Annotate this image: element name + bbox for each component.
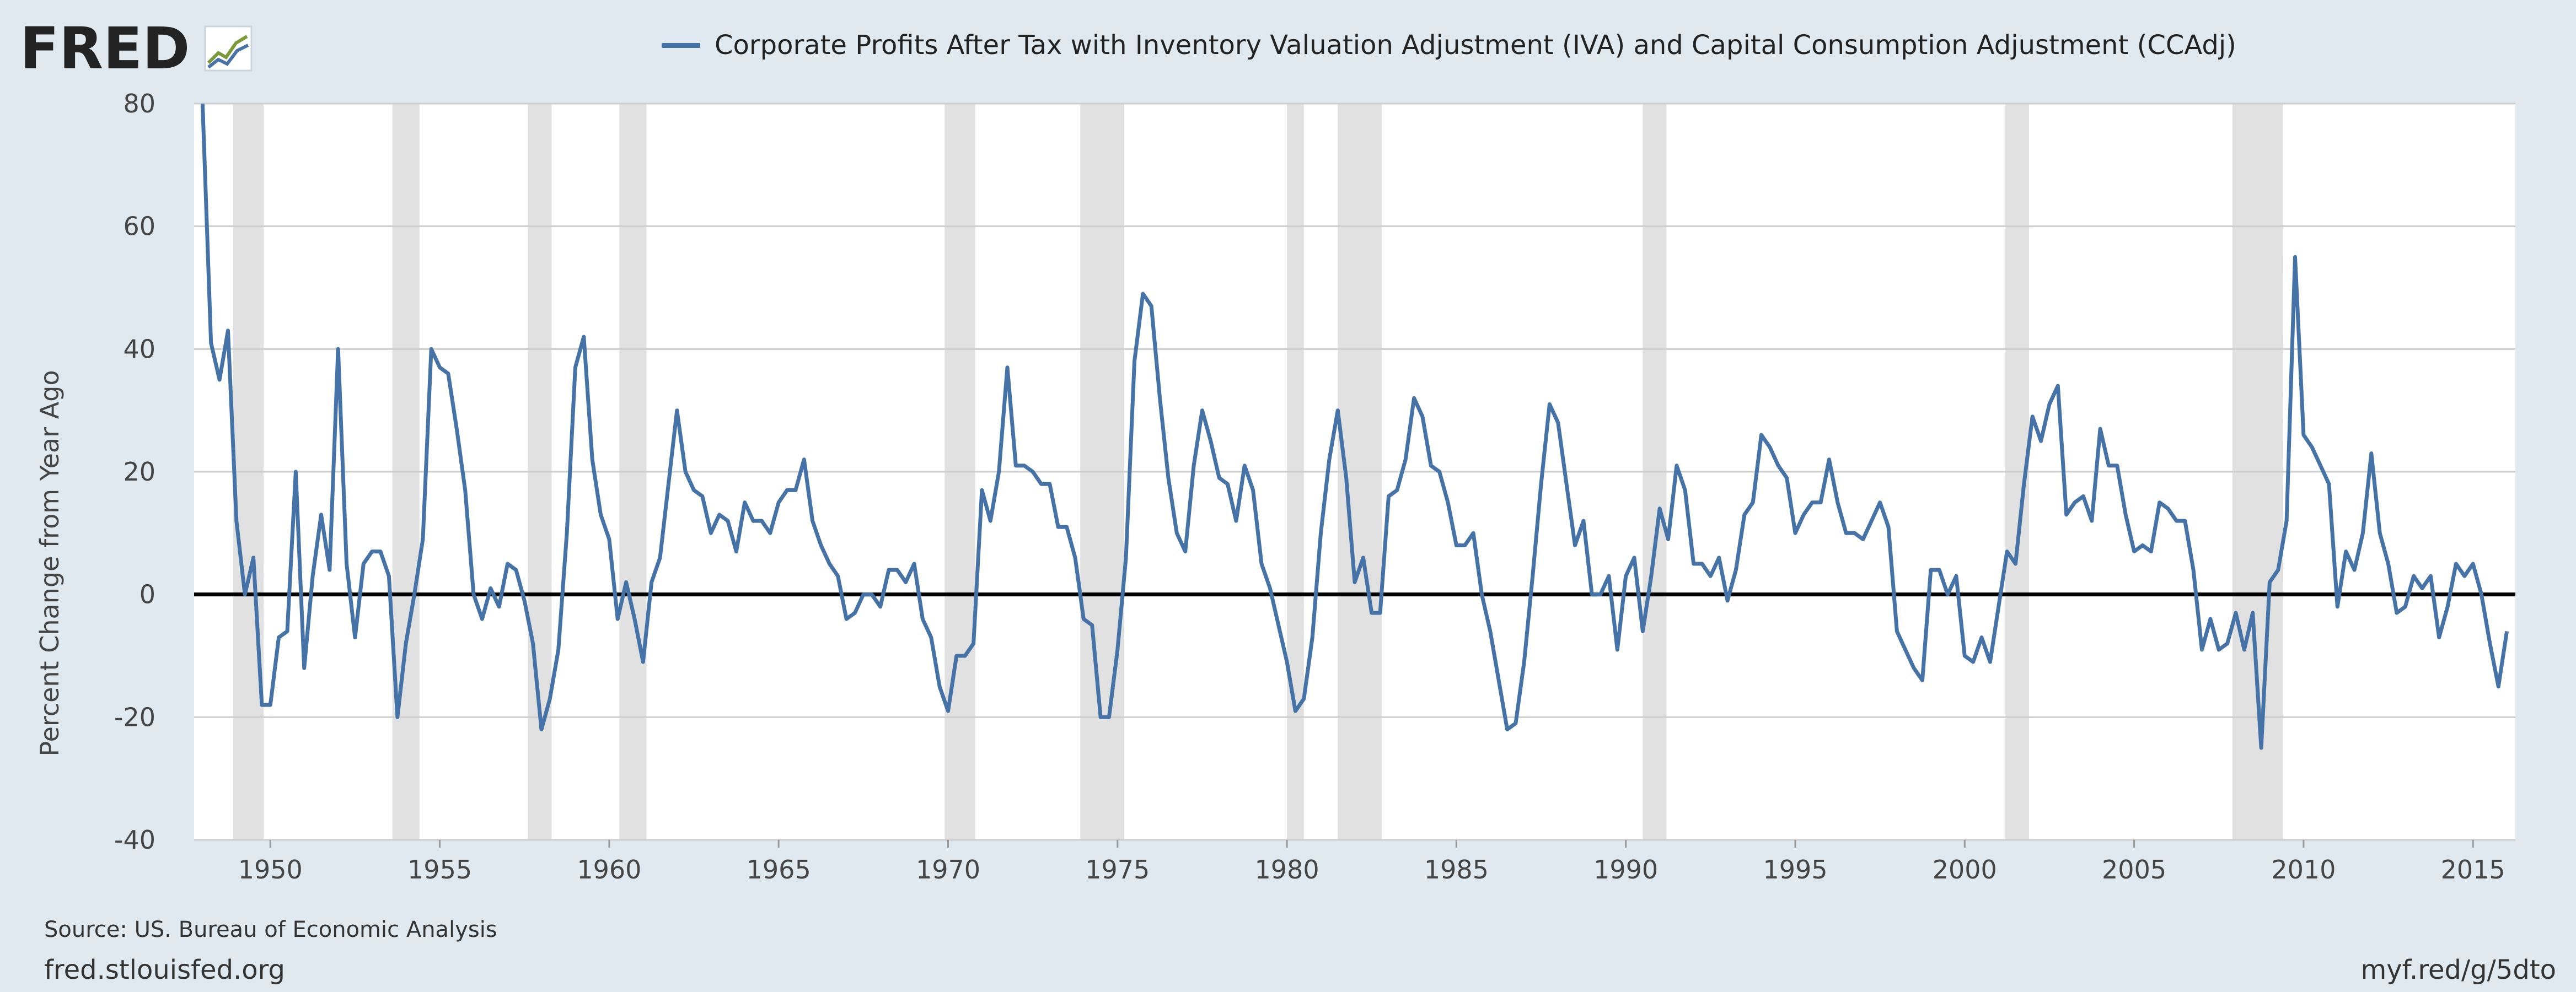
y-tick-label: -20 [114,702,155,732]
x-axis-ticks: 1950 1955 1960 1965 1970 1975 1980 1985 1990 1995… [238,840,2505,885]
y-tick-label: 40 [123,334,155,364]
y-tick-label: 80 [123,89,155,118]
source-note: Source: US. Bureau of Economic Analysis [44,917,497,942]
fred-logo[interactable]: FRED [20,14,257,80]
x-tick-label: 1990 [1593,855,1658,885]
legend-label: Corporate Profits After Tax with Invento… [715,30,2236,61]
site-link[interactable]: fred.stlouisfed.org [44,955,286,985]
short-url-link[interactable]: myf.red/g/5dto [2360,955,2556,985]
y-tick-label: 0 [139,580,155,610]
y-axis-ticks: -40 -20 0 20 40 60 80 [114,89,155,855]
fred-logo-chart-icon [204,25,253,72]
fred-logo-text: FRED [20,15,190,80]
x-tick-label: 1995 [1763,855,1827,885]
chart-legend: Corporate Profits After Tax with Invento… [662,23,2236,67]
legend-swatch [662,42,700,48]
x-tick-label: 1980 [1255,855,1319,885]
y-tick-label: -40 [114,825,155,855]
x-tick-label: 1955 [407,855,472,885]
x-tick-label: 1965 [747,855,811,885]
y-tick-label: 20 [123,457,155,487]
x-tick-label: 2015 [2441,855,2505,885]
y-axis-title: Percent Change from Year Ago [35,370,65,757]
x-tick-label: 1960 [577,855,641,885]
x-tick-label: 1970 [916,855,980,885]
grid-lines [194,103,2515,841]
x-tick-label: 2005 [2102,855,2166,885]
series-line [200,103,2509,750]
x-tick-label: 1975 [1085,855,1150,885]
x-tick-label: 2010 [2271,855,2336,885]
x-tick-label: 1950 [238,855,303,885]
x-tick-label: 1985 [1424,855,1489,885]
y-tick-label: 60 [123,212,155,241]
x-tick-label: 2000 [1933,855,1997,885]
